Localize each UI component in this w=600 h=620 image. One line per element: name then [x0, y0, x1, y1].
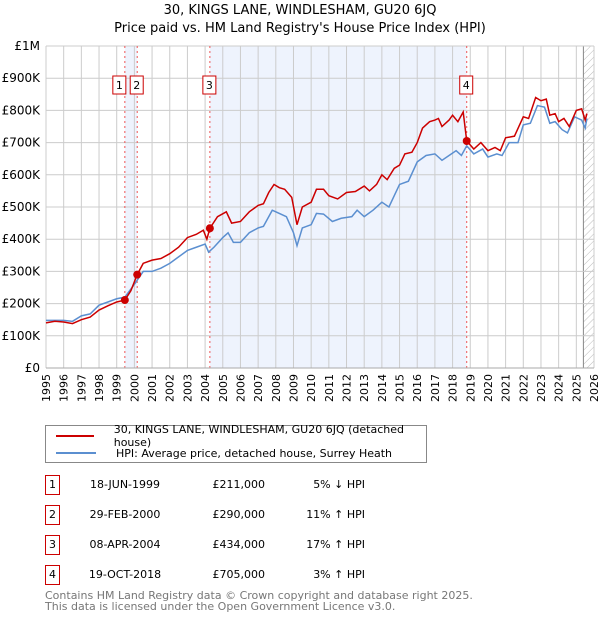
y-tick-label: £1M — [14, 39, 40, 53]
footer-line-1: Contains HM Land Registry data © Crown c… — [45, 589, 473, 602]
x-tick-label: 2019 — [464, 374, 477, 402]
transaction-row: 2 29-FEB-2000 £290,000 11% ↑ HPI — [45, 505, 445, 525]
chart-title: 30, KINGS LANE, WINDLESHAM, GU20 6JQ — [163, 3, 437, 18]
transaction-number: 1 — [45, 475, 60, 495]
transaction-row: 3 08-APR-2004 £434,000 17% ↑ HPI — [45, 535, 445, 555]
legend-label-price: 30, KINGS LANE, WINDLESHAM, GU20 6JQ (de… — [113, 423, 404, 449]
y-tick-label: £700K — [2, 136, 42, 150]
legend-item-price: 30, KINGS LANE, WINDLESHAM, GU20 6JQ (de… — [56, 423, 426, 449]
sale-label: 3 — [206, 79, 213, 92]
x-tick-label: 2015 — [394, 374, 407, 402]
y-tick-label: £100K — [2, 329, 42, 343]
chart-subtitle: Price paid vs. HM Land Registry's House … — [114, 21, 486, 36]
x-tick-label: 2026 — [588, 374, 600, 402]
sale-label-box — [459, 75, 474, 95]
x-tick-label: 2021 — [500, 374, 513, 402]
x-tick-label: 2014 — [376, 374, 389, 402]
transaction-hpi-diff: 17% ↑ HPI — [306, 538, 365, 551]
x-tick-label: 2004 — [199, 374, 212, 402]
transaction-number: 2 — [45, 505, 60, 525]
sale-label-box — [202, 75, 217, 95]
x-tick-label: 2010 — [305, 374, 318, 402]
transaction-date: 08-APR-2004 — [89, 538, 161, 551]
price-paid-line — [45, 96, 588, 325]
x-tick-label: 2003 — [181, 374, 194, 402]
transaction-hpi-diff: 5% ↓ HPI — [313, 478, 365, 491]
x-tick-label: 1996 — [58, 374, 71, 402]
x-tick-label: 2001 — [146, 374, 159, 402]
sale-point — [120, 296, 129, 305]
sale-label: 4 — [463, 79, 470, 92]
x-tick-label: 2012 — [341, 374, 354, 402]
sale-label-box — [129, 75, 144, 95]
price-chart: £0 £100K £200K £300K £400K £500K £600K £700K £80… — [2, 39, 600, 402]
transaction-number: 3 — [45, 535, 60, 555]
x-tick-label: 2013 — [358, 374, 371, 402]
x-tick-label: 2007 — [252, 374, 265, 402]
x-tick-label: 2023 — [535, 374, 548, 402]
x-tick-label: 2020 — [482, 374, 495, 402]
y-tick-label: £500K — [2, 200, 42, 214]
legend-label-hpi: HPI: Average price, detached house, Surr… — [116, 446, 393, 460]
transaction-row: 1 18-JUN-1999 £211,000 5% ↓ HPI — [45, 475, 445, 495]
hpi-line — [46, 104, 588, 323]
transaction-hpi-diff: 11% ↑ HPI — [306, 508, 365, 521]
sale-label-box — [112, 75, 127, 95]
x-tick-label: 2005 — [217, 374, 230, 402]
x-tick-label: 1995 — [40, 374, 53, 402]
x-tick-label: 2017 — [429, 374, 442, 402]
x-tick-label: 2006 — [234, 374, 247, 402]
x-tick-label: 2016 — [411, 374, 424, 402]
x-tick-label: 2024 — [553, 374, 566, 402]
transaction-hpi-diff: 3% ↑ HPI — [313, 568, 365, 581]
legend-item-hpi: HPI: Average price, detached house, Surr… — [56, 446, 392, 460]
sale-point — [133, 270, 142, 279]
footer-line-2: This data is licensed under the Open Gov… — [45, 600, 396, 613]
sale-point — [205, 224, 214, 233]
transaction-number: 4 — [45, 565, 60, 585]
x-tick-label: 2011 — [323, 374, 336, 402]
y-tick-label: £300K — [2, 264, 42, 278]
legend-swatch-hpi — [56, 452, 96, 454]
transaction-price: £434,000 — [212, 538, 266, 551]
y-tick-label: £800K — [2, 103, 42, 117]
sale-label: 1 — [116, 79, 123, 92]
sale-point — [462, 136, 471, 145]
transaction-price: £705,000 — [212, 568, 266, 581]
transaction-price: £211,000 — [212, 478, 266, 491]
transaction-date: 29-FEB-2000 — [89, 508, 161, 521]
transaction-date: 19-OCT-2018 — [88, 568, 162, 581]
transaction-price: £290,000 — [212, 508, 266, 521]
sale-label: 2 — [133, 79, 140, 92]
x-tick-label: 2018 — [447, 374, 460, 402]
transaction-row: 4 19-OCT-2018 £705,000 3% ↑ HPI — [45, 565, 445, 585]
x-tick-label: 1997 — [75, 374, 88, 402]
legend-swatch-price — [56, 435, 94, 437]
x-tick-label: 2009 — [287, 374, 300, 402]
y-tick-label: £200K — [2, 297, 42, 311]
x-tick-label: 2002 — [164, 374, 177, 402]
x-tick-label: 2025 — [570, 374, 583, 402]
x-tick-label: 2000 — [128, 374, 141, 402]
y-tick-label: £0 — [25, 361, 40, 375]
y-tick-label: £400K — [2, 232, 42, 246]
x-tick-label: 2022 — [517, 374, 530, 402]
x-tick-label: 1999 — [111, 374, 124, 402]
x-tick-label: 2008 — [270, 374, 283, 402]
y-tick-label: £900K — [2, 71, 42, 85]
y-tick-label: £600K — [2, 168, 42, 182]
transaction-date: 18-JUN-1999 — [89, 478, 161, 491]
x-tick-label: 1998 — [93, 374, 106, 402]
legend: 30, KINGS LANE, WINDLESHAM, GU20 6JQ (de… — [45, 423, 427, 463]
